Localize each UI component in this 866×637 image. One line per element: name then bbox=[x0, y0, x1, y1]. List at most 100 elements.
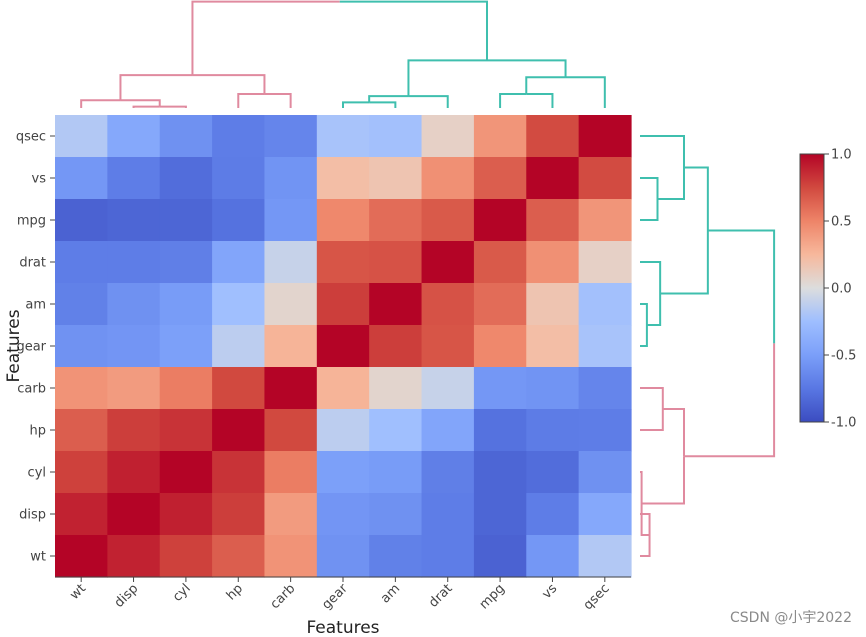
top-dendrogram-branch bbox=[132, 105, 160, 108]
heatmap-cell-drat-disp bbox=[107, 241, 161, 284]
heatmap-cells bbox=[55, 115, 632, 578]
heatmap-cell-disp-hp bbox=[212, 493, 266, 536]
heatmap-cell-hp-gear bbox=[316, 409, 370, 452]
heatmap-cell-am-disp bbox=[107, 283, 161, 326]
heatmap-cell-drat-carb bbox=[264, 241, 318, 284]
top-dendrogram-branch bbox=[192, 74, 266, 94]
heatmap-cell-gear-disp bbox=[107, 325, 161, 368]
heatmap-cell-gear-gear bbox=[316, 325, 370, 368]
heatmap-cell-vs-mpg bbox=[473, 157, 527, 200]
heatmap-cell-qsec-qsec bbox=[578, 115, 632, 158]
y-tick-label-gear: gear bbox=[16, 340, 46, 355]
colorbar-tick-label: 0.5 bbox=[831, 215, 852, 230]
right-dendrogram-branch bbox=[640, 261, 662, 294]
colorbar-tick-label: -0.5 bbox=[831, 349, 856, 364]
heatmap-cell-qsec-cyl bbox=[159, 115, 213, 158]
heatmap-cell-hp-mpg bbox=[473, 409, 527, 452]
heatmap-cell-carb-mpg bbox=[473, 367, 527, 410]
y-tick-label-disp: disp bbox=[19, 508, 46, 523]
top-dendrogram-branch bbox=[408, 95, 449, 108]
right-dendrogram-branch bbox=[646, 293, 662, 326]
heatmap-cell-carb-vs bbox=[526, 367, 580, 410]
heatmap-cell-cyl-hp bbox=[212, 451, 266, 494]
right-dendrogram-branch bbox=[640, 409, 664, 431]
heatmap-cell-carb-drat bbox=[421, 367, 475, 410]
right-dendrogram bbox=[640, 135, 776, 557]
y-tick-label-mpg: mpg bbox=[17, 214, 46, 229]
right-dendrogram-branch bbox=[657, 167, 685, 200]
heatmap-cell-qsec-hp bbox=[212, 115, 266, 158]
right-dendrogram-branch bbox=[641, 456, 685, 505]
heatmap-cell-vs-disp bbox=[107, 157, 161, 200]
heatmap-cell-wt-wt bbox=[55, 535, 108, 578]
heatmap-cell-gear-carb bbox=[264, 325, 318, 368]
x-tick-label-mpg: mpg bbox=[477, 581, 508, 612]
heatmap-cell-wt-drat bbox=[421, 535, 475, 578]
x-tick-label-carb: carb bbox=[268, 581, 299, 612]
heatmap-cell-gear-cyl bbox=[159, 325, 213, 368]
heatmap-cell-vs-carb bbox=[264, 157, 318, 200]
right-dendrogram-branch bbox=[684, 343, 776, 458]
colorbar-tick-label: 0.0 bbox=[831, 282, 852, 297]
heatmap-cell-carb-qsec bbox=[578, 367, 632, 410]
heatmap-cell-carb-hp bbox=[212, 367, 266, 410]
y-tick-label-am: am bbox=[25, 298, 46, 313]
heatmap-cell-vs-cyl bbox=[159, 157, 213, 200]
x-tick-label-hp: hp bbox=[224, 581, 246, 603]
heatmap-cell-gear-vs bbox=[526, 325, 580, 368]
top-dendrogram-branch bbox=[369, 101, 397, 108]
y-axis-title: Features bbox=[4, 309, 24, 382]
heatmap-cell-drat-wt bbox=[55, 241, 108, 284]
heatmap-cell-disp-mpg bbox=[473, 493, 527, 536]
heatmap-cell-wt-gear bbox=[316, 535, 370, 578]
x-tick-label-am: am bbox=[378, 581, 403, 606]
heatmap-cell-vs-am bbox=[369, 157, 423, 200]
y-tick-label-carb: carb bbox=[17, 382, 46, 397]
heatmap-cell-disp-disp bbox=[107, 493, 161, 536]
heatmap-cell-gear-hp bbox=[212, 325, 266, 368]
right-dendrogram-branch bbox=[640, 513, 651, 535]
heatmap-cell-drat-vs bbox=[526, 241, 580, 284]
heatmap-cell-hp-am bbox=[369, 409, 423, 452]
heatmap-cell-am-drat bbox=[421, 283, 475, 326]
heatmap-cell-drat-cyl bbox=[159, 241, 213, 284]
heatmap-cell-wt-carb bbox=[264, 535, 318, 578]
heatmap-cell-hp-qsec bbox=[578, 409, 632, 452]
heatmap-cell-mpg-gear bbox=[316, 199, 370, 242]
y-tick-label-cyl: cyl bbox=[28, 466, 46, 481]
heatmap-cell-drat-hp bbox=[212, 241, 266, 284]
top-dendrogram-branch bbox=[80, 99, 121, 108]
top-dendrogram-branch bbox=[191, 0, 340, 76]
heatmap-cell-hp-carb bbox=[264, 409, 318, 452]
x-tick-label-qsec: qsec bbox=[581, 581, 613, 613]
heatmap-cell-gear-wt bbox=[55, 325, 108, 368]
y-tick-label-qsec: qsec bbox=[16, 130, 46, 145]
heatmap-cell-hp-drat bbox=[421, 409, 475, 452]
heatmap-cell-qsec-carb bbox=[264, 115, 318, 158]
heatmap-cell-qsec-am bbox=[369, 115, 423, 158]
heatmap-cell-wt-qsec bbox=[578, 535, 632, 578]
right-dendrogram-branch bbox=[660, 230, 709, 295]
top-dendrogram-branch bbox=[368, 95, 409, 103]
heatmap-cell-disp-carb bbox=[264, 493, 318, 536]
heatmap-cell-carb-wt bbox=[55, 367, 108, 410]
top-dendrogram-branch bbox=[159, 105, 187, 108]
heatmap-cell-am-hp bbox=[212, 283, 266, 326]
top-dendrogram-branch bbox=[487, 59, 567, 78]
heatmap-cell-drat-gear bbox=[316, 241, 370, 284]
heatmap-cell-qsec-gear bbox=[316, 115, 370, 158]
heatmap-cell-qsec-drat bbox=[421, 115, 475, 158]
heatmap-cell-hp-disp bbox=[107, 409, 161, 452]
heatmap-cell-vs-qsec bbox=[578, 157, 632, 200]
x-tick-label-gear: gear bbox=[319, 581, 351, 613]
right-dendrogram-branch bbox=[640, 503, 650, 536]
heatmap-cell-cyl-cyl bbox=[159, 451, 213, 494]
heatmap-cell-cyl-qsec bbox=[578, 451, 632, 494]
heatmap-cell-wt-mpg bbox=[473, 535, 527, 578]
x-tick-label-wt: wt bbox=[67, 581, 89, 603]
heatmap-cell-wt-hp bbox=[212, 535, 266, 578]
heatmap-cell-drat-drat bbox=[421, 241, 475, 284]
heatmap-cell-drat-qsec bbox=[578, 241, 632, 284]
